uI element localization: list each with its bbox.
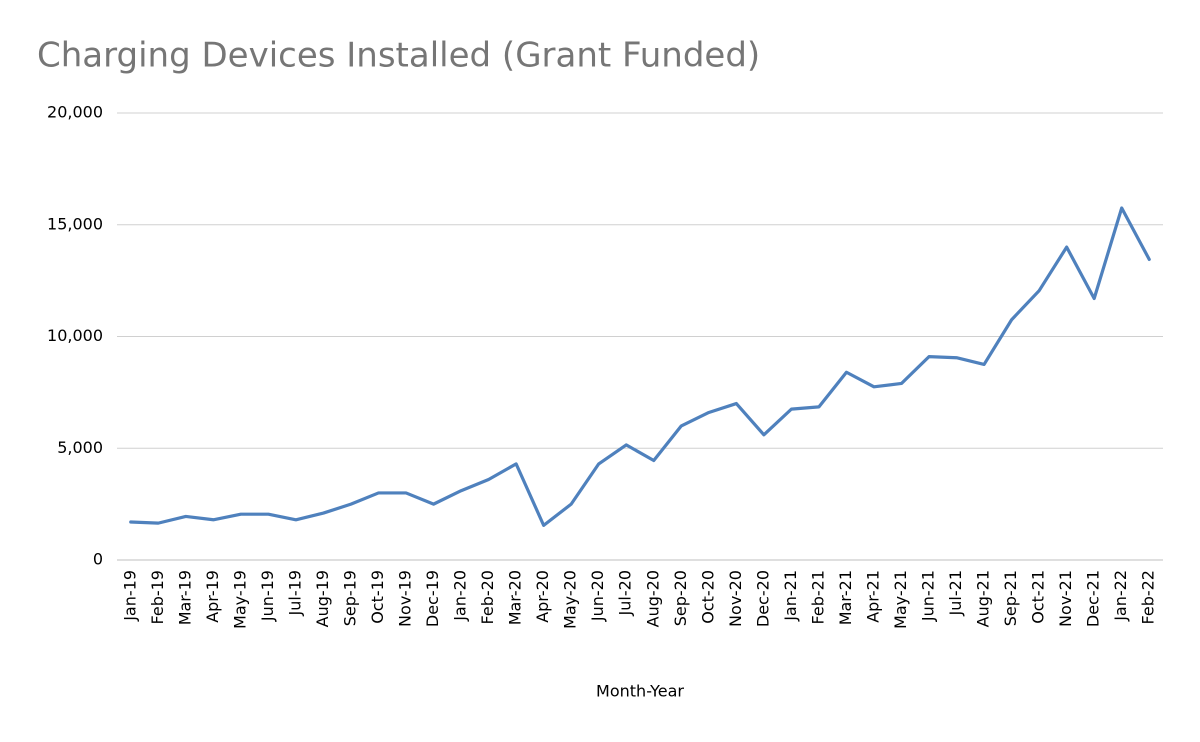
x-tick-label: Oct-19 bbox=[368, 570, 387, 624]
x-tick-label: Jan-21 bbox=[781, 570, 800, 622]
y-tick-label: 10,000 bbox=[47, 326, 103, 345]
y-tick-label: 20,000 bbox=[47, 103, 103, 122]
x-tick-label: Nov-19 bbox=[396, 570, 415, 627]
x-axis-title: Month-Year bbox=[596, 682, 684, 701]
x-tick-label: Jul-20 bbox=[616, 570, 635, 616]
x-tick-label: Apr-21 bbox=[863, 570, 882, 623]
x-tick-label: Oct-21 bbox=[1029, 570, 1048, 624]
x-tick-label: Aug-21 bbox=[974, 570, 993, 627]
x-tick-label: Aug-20 bbox=[643, 570, 662, 627]
x-tick-label: Jul-21 bbox=[946, 570, 965, 616]
x-tick-label: Jun-21 bbox=[919, 570, 938, 622]
x-tick-label: Jul-19 bbox=[285, 570, 304, 616]
x-tick-label: Nov-21 bbox=[1056, 570, 1075, 627]
x-tick-label: Jun-20 bbox=[588, 570, 607, 622]
x-tick-label: Apr-20 bbox=[533, 570, 552, 623]
chart-title: Charging Devices Installed (Grant Funded… bbox=[37, 36, 760, 76]
x-tick-label: Aug-19 bbox=[313, 570, 332, 627]
x-tick-label: Dec-20 bbox=[753, 570, 772, 627]
y-tick-label: 0 bbox=[93, 550, 103, 569]
x-tick-label: Feb-22 bbox=[1139, 570, 1158, 624]
x-tick-label: Mar-21 bbox=[836, 570, 855, 625]
x-tick-label: May-21 bbox=[891, 570, 910, 629]
y-tick-label: 5,000 bbox=[57, 438, 103, 457]
x-tick-label: Dec-19 bbox=[423, 570, 442, 627]
x-tick-label: Jan-19 bbox=[120, 570, 139, 622]
x-tick-label: May-20 bbox=[561, 570, 580, 629]
x-tick-label: Jan-22 bbox=[1111, 570, 1130, 622]
data-line bbox=[129, 206, 1151, 527]
x-tick-label: Jan-20 bbox=[451, 570, 470, 622]
x-tick-label: Apr-19 bbox=[203, 570, 222, 623]
x-tick-label: Dec-21 bbox=[1084, 570, 1103, 627]
x-tick-label: Feb-21 bbox=[808, 570, 827, 624]
x-tick-label: Mar-20 bbox=[506, 570, 525, 625]
x-tick-label: Jun-19 bbox=[258, 570, 277, 622]
x-tick-label: Oct-20 bbox=[698, 570, 717, 624]
y-tick-label: 15,000 bbox=[47, 214, 103, 233]
x-tick-label: Feb-20 bbox=[478, 570, 497, 624]
x-tick-label: Feb-19 bbox=[148, 570, 167, 624]
x-tick-label: Sep-20 bbox=[671, 570, 690, 626]
x-tick-label: Nov-20 bbox=[726, 570, 745, 627]
x-tick-label: May-19 bbox=[230, 570, 249, 629]
x-tick-label: Mar-19 bbox=[175, 570, 194, 625]
x-tick-label: Sep-19 bbox=[340, 570, 359, 626]
x-tick-label: Sep-21 bbox=[1001, 570, 1020, 626]
